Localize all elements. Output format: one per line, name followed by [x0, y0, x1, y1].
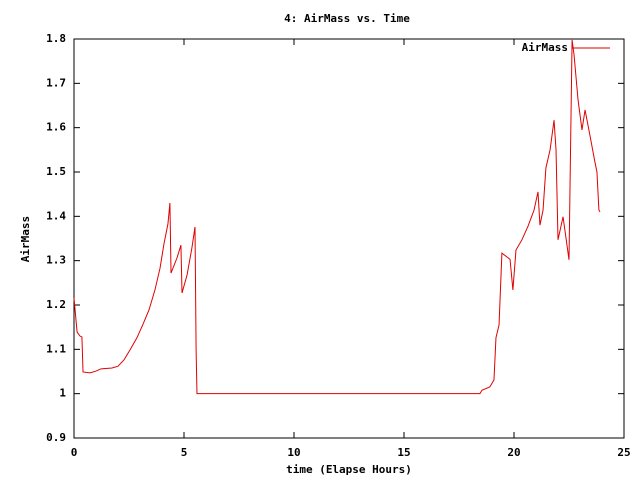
- y-tick-label: 1.2: [46, 298, 66, 311]
- chart-title: 4: AirMass vs. Time: [284, 12, 410, 25]
- x-tick-label: 0: [71, 446, 78, 459]
- x-tick-label: 5: [181, 446, 188, 459]
- x-tick-label: 20: [507, 446, 520, 459]
- x-tick-label: 10: [287, 446, 300, 459]
- x-axis-label: time (Elapse Hours): [286, 463, 412, 476]
- data-line: [73, 39, 601, 395]
- y-tick-label: 1.3: [46, 254, 66, 267]
- y-tick-label: 1.8: [46, 32, 66, 45]
- plot-border: [73, 38, 625, 439]
- y-tick-label: 1.6: [46, 121, 66, 134]
- y-tick-label: 1.1: [46, 342, 66, 355]
- y-axis-label: AirMass: [19, 216, 32, 262]
- y-tick-label: 1: [59, 387, 66, 400]
- y-tick-label: 0.9: [46, 431, 66, 444]
- x-tick-label: 25: [617, 446, 630, 459]
- y-tick-label: 1.5: [46, 165, 66, 178]
- x-tick-label: 15: [397, 446, 410, 459]
- legend-label: AirMass: [522, 41, 568, 54]
- y-tick-label: 1.7: [46, 76, 66, 89]
- y-tick-label: 1.4: [46, 209, 66, 222]
